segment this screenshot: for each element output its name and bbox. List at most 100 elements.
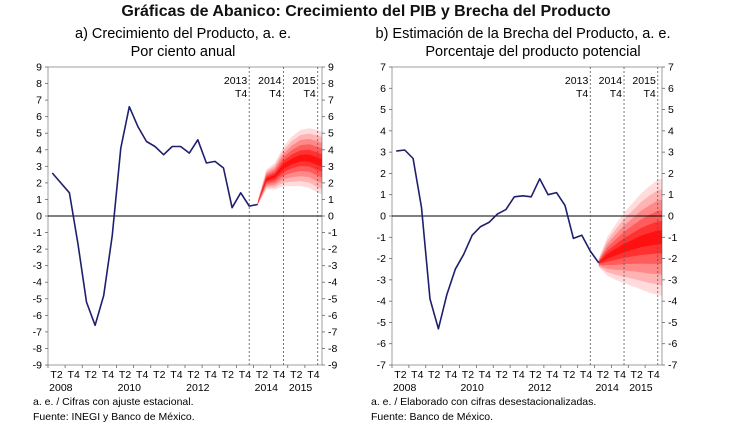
ytick-right-label: 0 [668, 211, 674, 223]
ytick-left-label: 5 [36, 128, 42, 140]
ytick-left-label: 3 [36, 161, 42, 173]
ytick-left-label: -3 [33, 260, 42, 272]
xtick-label: T4 [239, 369, 251, 381]
xtick-label: T2 [529, 369, 541, 381]
xtick-label: T2 [50, 369, 62, 381]
ytick-left-label: 5 [380, 104, 386, 116]
xtick-label: T2 [153, 369, 165, 381]
xtick-label: T2 [256, 369, 268, 381]
ytick-right-label: -6 [668, 338, 677, 350]
ytick-right-label: -7 [668, 360, 677, 372]
panel-a-source: Fuente: INEGI y Banco de México. [33, 411, 195, 423]
marker-year-2015: 2015 [632, 75, 656, 87]
xyear-label-2014: 2014 [255, 382, 279, 394]
marker-quarter-2014: T4 [610, 88, 622, 100]
ytick-right-label: 6 [328, 111, 334, 123]
ytick-right-label: 3 [328, 161, 334, 173]
ytick-left-label: 3 [380, 147, 386, 159]
ytick-right-label: 7 [328, 95, 334, 107]
ytick-left-label: -1 [377, 232, 386, 244]
xtick-label: T4 [580, 369, 592, 381]
series-line [396, 149, 600, 330]
ytick-left-label: -7 [377, 360, 386, 372]
xyear-label-2012: 2012 [186, 382, 210, 394]
ytick-right-label: -8 [328, 343, 337, 355]
ytick-left-label: -2 [377, 253, 386, 265]
panel-a-unit: Por ciento anual [131, 44, 236, 60]
xtick-label: T4 [546, 369, 558, 381]
xtick-label: T4 [647, 369, 659, 381]
marker-year-2015: 2015 [292, 75, 316, 87]
marker-year-2013: 2013 [565, 75, 589, 87]
ytick-right-label: 8 [328, 78, 334, 90]
ytick-left-label: 8 [36, 78, 42, 90]
ytick-right-label: -3 [668, 274, 677, 286]
ytick-right-label: 4 [668, 125, 674, 137]
ytick-right-label: 5 [668, 104, 674, 116]
xyear-label-2015: 2015 [629, 382, 653, 394]
xtick-label: T2 [85, 369, 97, 381]
xtick-label: T4 [614, 369, 626, 381]
xyear-label-2010: 2010 [460, 382, 484, 394]
xyear-label-2012: 2012 [528, 382, 552, 394]
ytick-right-label: 2 [328, 177, 334, 189]
marker-quarter-2013: T4 [235, 88, 247, 100]
ytick-left-label: 0 [36, 211, 42, 223]
xtick-label: T2 [428, 369, 440, 381]
ytick-left-label: 1 [380, 189, 386, 201]
xyear-label-2015: 2015 [289, 382, 313, 394]
ytick-right-label: -9 [328, 360, 337, 372]
panel-b-unit: Porcentaje del producto potencial [425, 44, 640, 60]
ytick-left-label: -1 [33, 227, 42, 239]
xtick-label: T2 [222, 369, 234, 381]
marker-quarter-2015: T4 [644, 88, 656, 100]
ytick-left-label: 0 [380, 211, 386, 223]
ytick-right-label: -5 [668, 317, 677, 329]
xtick-label: T2 [462, 369, 474, 381]
ytick-left-label: -5 [377, 317, 386, 329]
panel-a-subtitle: a) Crecimiento del Producto, a. e. [75, 26, 291, 42]
ytick-left-label: -4 [33, 277, 42, 289]
ytick-right-label: 3 [668, 147, 674, 159]
ytick-right-label: 1 [668, 189, 674, 201]
ytick-left-label: 2 [380, 168, 386, 180]
fan-band-3 [598, 199, 662, 275]
xyear-label-2008: 2008 [393, 382, 417, 394]
xtick-label: T2 [119, 369, 131, 381]
ytick-left-label: -7 [33, 326, 42, 338]
xtick-label: T2 [496, 369, 508, 381]
ytick-left-label: -2 [33, 244, 42, 256]
xyear-label-2014: 2014 [595, 382, 619, 394]
ytick-left-label: 6 [36, 111, 42, 123]
xtick-label: T4 [512, 369, 524, 381]
fan-band-2 [257, 133, 322, 205]
page-title: Gráficas de Abanico: Crecimiento del PIB… [121, 3, 611, 20]
ytick-left-label: -5 [33, 293, 42, 305]
xtick-label: T4 [170, 369, 182, 381]
ytick-left-label: -6 [377, 338, 386, 350]
marker-year-2014: 2014 [258, 75, 282, 87]
ytick-left-label: -4 [377, 296, 386, 308]
fan-band-5 [257, 149, 322, 204]
ytick-left-label: 6 [380, 83, 386, 95]
xyear-label-2010: 2010 [118, 382, 142, 394]
ytick-right-label: 9 [328, 62, 334, 74]
ytick-right-label: -2 [668, 253, 677, 265]
ytick-right-label: -2 [328, 244, 337, 256]
ytick-right-label: 2 [668, 168, 674, 180]
ytick-left-label: 1 [36, 194, 42, 206]
ytick-left-label: 7 [36, 95, 42, 107]
panel-b-subtitle: b) Estimación de la Brecha del Producto,… [376, 26, 671, 42]
xtick-label: T2 [394, 369, 406, 381]
xtick-label: T4 [445, 369, 457, 381]
panel-b-note: a. e. / Elaborado con cifras desestacion… [371, 396, 596, 408]
xyear-label-2008: 2008 [49, 382, 73, 394]
xtick-label: T2 [290, 369, 302, 381]
ytick-right-label: -3 [328, 260, 337, 272]
marker-year-2014: 2014 [599, 75, 623, 87]
ytick-right-label: 7 [668, 62, 674, 74]
xtick-label: T2 [563, 369, 575, 381]
ytick-right-label: -6 [328, 310, 337, 322]
xtick-label: T4 [411, 369, 423, 381]
